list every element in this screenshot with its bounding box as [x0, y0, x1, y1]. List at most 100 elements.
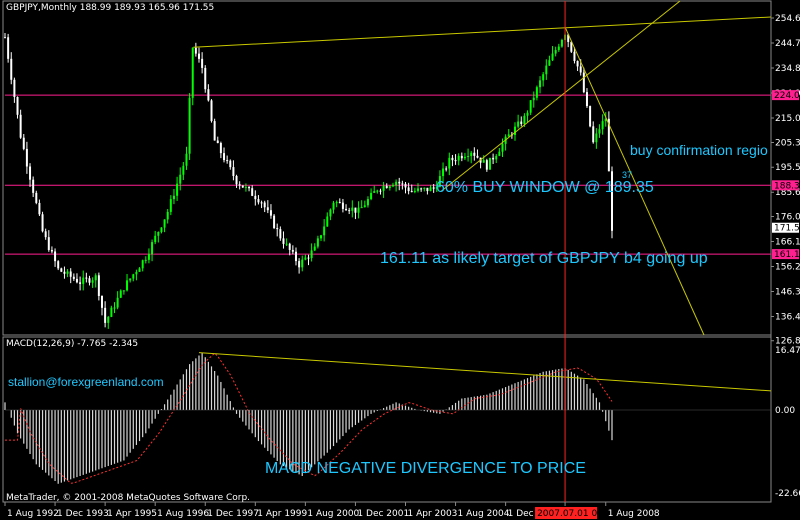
candle-body — [438, 176, 441, 187]
price-badge-label: 188.35 — [774, 181, 800, 191]
candle-body — [476, 155, 479, 158]
candle-body — [82, 277, 85, 284]
candle-body — [420, 188, 423, 190]
macd-tick-label: 0.00 — [775, 406, 795, 416]
candle-body — [13, 79, 16, 97]
candle-body — [463, 156, 466, 159]
candle-body — [110, 307, 113, 317]
candle-body — [57, 261, 60, 269]
price-pane[interactable] — [2, 0, 772, 336]
candle-body — [248, 186, 251, 189]
candle-body — [154, 235, 157, 243]
candle-body — [576, 60, 579, 67]
candle-body — [467, 156, 470, 158]
candle-body — [191, 47, 194, 98]
candle-body — [579, 66, 582, 73]
candle-body — [141, 260, 144, 269]
price-badge — [772, 249, 799, 260]
candle-body — [301, 259, 304, 268]
candle-body — [60, 268, 63, 272]
macd-signal-line — [5, 352, 613, 484]
candle-body — [501, 143, 504, 152]
candle-body — [366, 199, 369, 206]
copyright-text: MetaTrader, © 2001-2008 MetaQuotes Softw… — [6, 493, 250, 503]
trendline-down[interactable] — [564, 26, 705, 336]
buy-confirmation-text: buy confirmation regio — [630, 142, 768, 158]
candle-body — [72, 276, 75, 279]
candle-body — [460, 155, 463, 159]
candle-body — [313, 246, 316, 251]
candle-body — [442, 168, 445, 177]
candle-body — [457, 155, 460, 161]
buy-window-text: 60% BUY WINDOW @ 189.35 — [436, 179, 654, 196]
candle-body — [448, 157, 451, 169]
price-tick-label: 156.20 — [775, 262, 800, 272]
candle-body — [10, 58, 13, 80]
price-tick-label: 166.10 — [775, 237, 800, 247]
trendline-top[interactable] — [193, 16, 772, 48]
price-badge — [772, 90, 799, 101]
candle-body — [182, 165, 185, 175]
candle-body — [582, 72, 585, 93]
candle-body — [470, 152, 473, 157]
candle-body — [391, 185, 394, 187]
candle-body — [160, 227, 163, 232]
time-tick-label: 1 Aug 2004 — [458, 509, 510, 519]
candle-body — [201, 58, 204, 68]
candle-body — [291, 249, 294, 252]
candle-body — [560, 39, 563, 47]
candle-body — [354, 207, 357, 213]
candle-body — [241, 185, 244, 188]
trendline-macd[interactable] — [198, 352, 772, 392]
candle-body — [135, 271, 138, 275]
candle-body — [179, 174, 182, 184]
candle-body — [69, 271, 72, 277]
candle-body — [426, 187, 429, 192]
candle-body — [119, 290, 122, 298]
candle-body — [388, 186, 391, 189]
time-cursor-label: 2007.07.01 00:00 — [537, 509, 618, 519]
macd-pane[interactable] — [2, 336, 772, 503]
candle-body — [611, 171, 613, 231]
candle-body — [532, 97, 535, 101]
price-badge-label: 161.11 — [774, 250, 800, 260]
candle-body — [235, 175, 238, 185]
candle-body — [539, 80, 542, 88]
trendline-up[interactable] — [440, 0, 681, 192]
candle-body — [482, 160, 485, 163]
candle-body — [282, 238, 285, 244]
price-axis: 254.60244.70234.80224.90215.00205.30195.… — [771, 14, 800, 347]
candle-body — [332, 202, 335, 210]
time-tick-label: 1 Aug 1996 — [157, 509, 209, 519]
time-tick-label: 1 Apr 1995 — [107, 509, 157, 519]
candle-body — [279, 229, 282, 239]
candle-body — [285, 243, 288, 245]
candle-body — [229, 160, 232, 168]
candle-body — [251, 188, 254, 196]
candle-body — [132, 274, 135, 279]
candle-body — [263, 202, 266, 208]
candle-body — [326, 216, 329, 227]
candle-body — [395, 181, 398, 186]
price-tick-label: 176.00 — [775, 212, 800, 222]
candle-body — [219, 143, 222, 154]
candle-body — [517, 121, 520, 127]
time-tick-label: 1 Dec 2005 — [508, 509, 560, 519]
candle-body — [104, 307, 107, 323]
time-cursor-badge — [535, 507, 598, 519]
candle-body — [129, 278, 132, 281]
candle-body — [432, 187, 435, 189]
candle-body — [488, 157, 491, 170]
candle-body — [535, 87, 538, 98]
candle-body — [157, 231, 160, 236]
candle-body — [269, 210, 272, 216]
small-marker-text: 37 — [622, 170, 632, 180]
time-tick-label: 1 Dec 1993 — [57, 509, 109, 519]
candle-body — [545, 65, 548, 75]
candle-body — [25, 148, 28, 167]
price-badge-label: 224.06 — [774, 91, 800, 101]
candle-body — [335, 202, 338, 204]
candle-body — [197, 53, 200, 59]
candle-body — [598, 129, 601, 134]
